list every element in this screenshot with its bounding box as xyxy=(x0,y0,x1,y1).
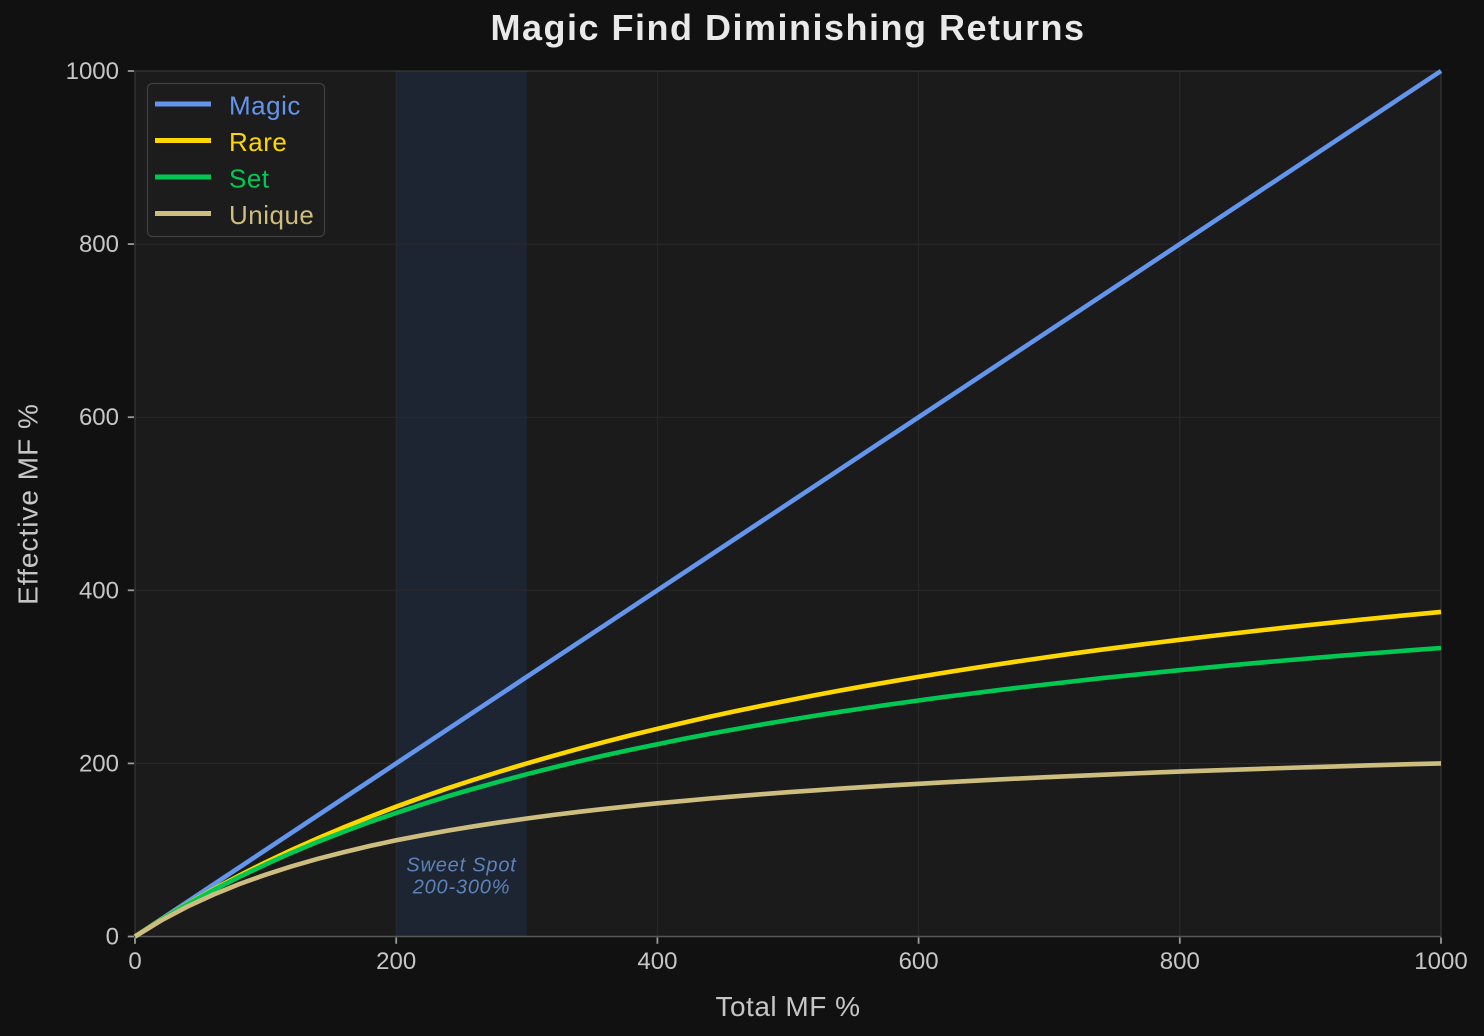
svg-text:0: 0 xyxy=(128,948,141,975)
svg-text:0: 0 xyxy=(106,924,119,951)
svg-text:800: 800 xyxy=(79,231,119,258)
svg-text:Effective MF %: Effective MF % xyxy=(13,403,44,605)
svg-text:Sweet Spot: Sweet Spot xyxy=(406,855,517,877)
svg-text:400: 400 xyxy=(79,577,119,604)
svg-text:1000: 1000 xyxy=(1414,948,1467,975)
svg-text:600: 600 xyxy=(79,404,119,431)
svg-text:600: 600 xyxy=(899,948,939,975)
svg-text:Magic: Magic xyxy=(229,91,301,121)
svg-text:Magic Find Diminishing Returns: Magic Find Diminishing Returns xyxy=(490,7,1085,48)
svg-text:1000: 1000 xyxy=(66,58,119,85)
svg-text:400: 400 xyxy=(637,948,677,975)
svg-text:Unique: Unique xyxy=(229,200,314,230)
svg-text:200: 200 xyxy=(376,948,416,975)
svg-text:200-300%: 200-300% xyxy=(412,877,511,899)
svg-text:200: 200 xyxy=(79,750,119,777)
svg-text:Rare: Rare xyxy=(229,127,287,157)
svg-text:800: 800 xyxy=(1160,948,1200,975)
svg-text:Total MF %: Total MF % xyxy=(715,991,860,1022)
svg-text:Set: Set xyxy=(229,164,270,194)
